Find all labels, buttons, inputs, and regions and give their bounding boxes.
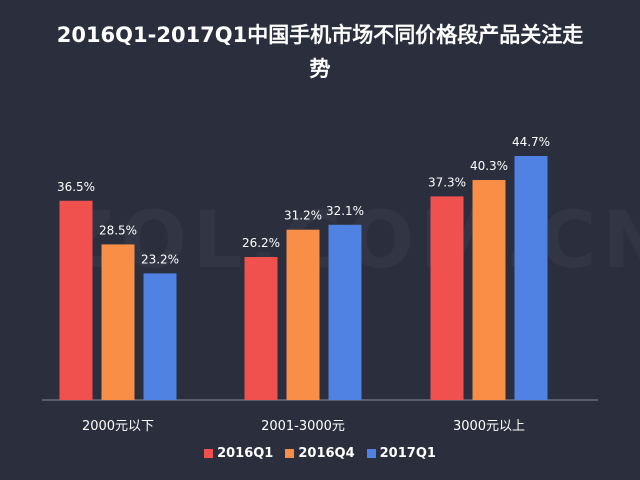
legend-item: 2016Q4: [285, 446, 355, 461]
bar-2016Q4-2: [472, 180, 506, 400]
legend: 2016Q1 2016Q4 2017Q1: [0, 446, 640, 461]
legend-label: 2016Q4: [298, 446, 355, 461]
x-tick-label: 3000元以上: [453, 419, 525, 434]
bar-2016Q1-0: [59, 200, 93, 400]
x-tick-label: 2001-3000元: [261, 419, 345, 434]
legend-swatch: [285, 449, 295, 458]
data-label: 40.3%: [470, 159, 508, 173]
data-label: 44.7%: [512, 135, 550, 149]
bar-2016Q1-2: [430, 196, 464, 400]
data-label: 28.5%: [99, 223, 137, 237]
data-label: 31.2%: [284, 209, 322, 223]
data-label: 36.5%: [57, 180, 95, 194]
legend-item: 2017Q1: [366, 446, 436, 461]
bar-2016Q4-0: [101, 244, 135, 400]
legend-item: 2016Q1: [204, 446, 273, 461]
legend-swatch: [204, 449, 214, 458]
bar-2017Q1-2: [514, 156, 548, 400]
data-label: 32.1%: [326, 204, 364, 218]
bar-2017Q1-1: [328, 224, 362, 400]
data-label: 37.3%: [428, 175, 466, 189]
bar-2016Q4-1: [286, 229, 320, 400]
legend-swatch: [366, 449, 376, 458]
bar-2017Q1-0: [143, 273, 177, 400]
legend-label: 2017Q1: [379, 446, 436, 461]
data-label: 23.2%: [141, 252, 179, 266]
x-tick-label: 2000元以下: [82, 419, 154, 434]
legend-label: 2016Q1: [217, 446, 274, 461]
data-label: 26.2%: [242, 236, 280, 250]
bar-2016Q1-1: [244, 256, 278, 400]
chart-title-wrap: 2016Q1-2017Q1中国手机市场不同价格段产品关注走势: [0, 18, 640, 86]
chart-title: 2016Q1-2017Q1中国手机市场不同价格段产品关注走势: [56, 23, 584, 81]
